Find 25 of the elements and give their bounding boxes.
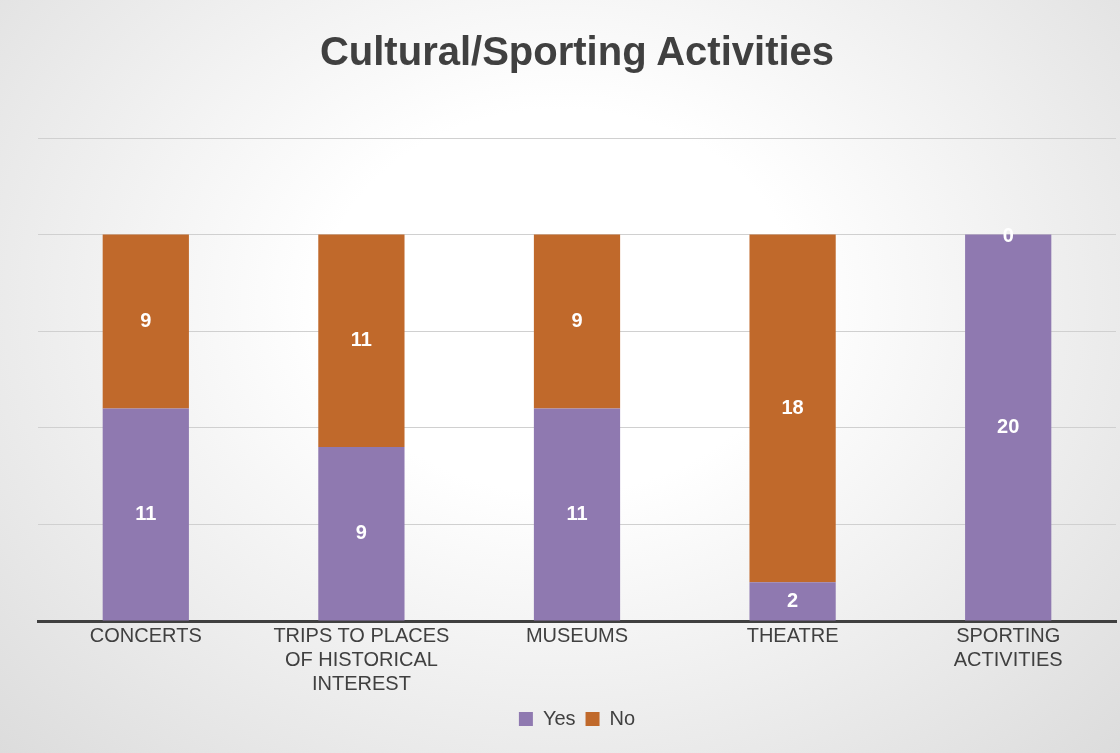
data-label: 11 — [135, 502, 157, 525]
data-label: 9 — [571, 309, 583, 332]
legend-label: Yes — [542, 706, 576, 729]
x-tick-label: SPORTING ACTIVITIES — [953, 623, 1063, 670]
data-label: 20 — [997, 415, 1020, 438]
bar — [533, 408, 621, 621]
chart-title: Cultural/Sporting Activities — [319, 29, 835, 74]
bar — [102, 234, 189, 409]
bar — [318, 447, 405, 621]
data-label: 18 — [781, 396, 804, 418]
legend-label: No — [609, 706, 636, 729]
data-label: 2 — [787, 588, 799, 611]
x-tick-label: CONCERTS — [89, 623, 202, 646]
bar — [102, 408, 189, 621]
data-label: 9 — [140, 309, 152, 332]
bar — [318, 234, 405, 448]
data-label: 11 — [566, 502, 588, 525]
x-tick-label: THEATRE — [746, 623, 839, 646]
bar — [533, 234, 621, 409]
data-label: 11 — [350, 328, 372, 351]
bar — [749, 582, 836, 621]
x-tick-label: MUSEUMS — [525, 623, 629, 646]
bar — [749, 234, 836, 583]
data-label: 9 — [355, 521, 367, 544]
x-tick-label: TRIPS TO PLACES OF HISTORICAL INTEREST — [273, 623, 450, 694]
